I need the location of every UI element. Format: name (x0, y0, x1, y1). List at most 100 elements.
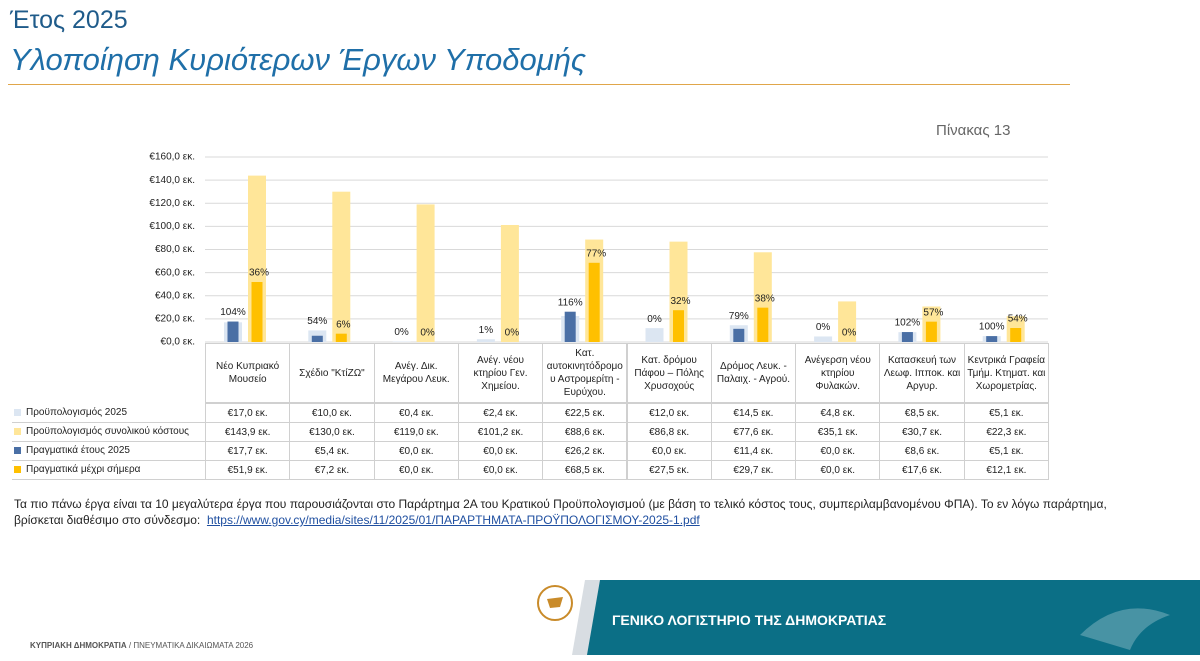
legend-label: Προϋπολογισμός 2025 (26, 407, 128, 418)
legend-entry: Προϋπολογισμός 2025 (12, 403, 205, 423)
value-label: €0,0 εκ. (795, 460, 881, 480)
bar (1010, 328, 1022, 342)
value-label: €119,0 εκ. (373, 422, 459, 442)
value-label: €35,1 εκ. (795, 422, 881, 442)
y-tick-label: €60,0 εκ. (155, 267, 195, 278)
value-label: €101,2 εκ. (457, 422, 544, 442)
value-label: €130,0 εκ. (289, 422, 375, 442)
value-label: €26,2 εκ. (542, 441, 628, 461)
value-label: €5,1 εκ. (963, 441, 1049, 461)
title: Υλοποίηση Κυριότερων Έργων Υποδομής (10, 42, 587, 77)
value-label: €11,4 εκ. (710, 441, 797, 461)
value-label: €17,6 εκ. (879, 460, 965, 480)
y-tick-label: €140,0 εκ. (149, 175, 195, 186)
bar (814, 336, 833, 342)
legend-entry: Πραγματικά μέχρι σήμερα (12, 460, 205, 480)
value-label: €14,5 εκ. (710, 403, 797, 423)
category-label: Νέο Κυπριακό Μουσείο (205, 343, 291, 403)
ratio-label: 100% (979, 322, 1005, 333)
category-label: Κατασκευή των Λεωφ. Ιπποκ. και Αργυρ. (879, 343, 965, 403)
value-label: €7,2 εκ. (289, 460, 375, 480)
category-label: Κατ. αυτοκινητόδρομου Αστρομερίτη - Ευρύ… (542, 343, 628, 403)
value-label: €22,5 εκ. (542, 403, 628, 423)
y-tick-label: €100,0 εκ. (149, 221, 195, 232)
ratio-label: 77% (586, 248, 606, 259)
ratio-label: 0% (505, 328, 520, 339)
table-number: Πίνακας 13 (936, 122, 1011, 139)
ratio-label: 6% (336, 319, 351, 330)
category-label: Ανέγ. νέου κτηρίου Γεν. Χημείου. (457, 343, 544, 403)
note: Τα πιο πάνω έργα είναι τα 10 μεγαλύτερα … (14, 496, 1144, 528)
banner (585, 580, 1200, 655)
value-label: €22,3 εκ. (963, 422, 1049, 442)
bar (925, 321, 937, 342)
value-label: €5,4 εκ. (289, 441, 375, 461)
value-label: €86,8 εκ. (626, 422, 712, 442)
y-tick-label: €120,0 εκ. (149, 198, 195, 209)
y-tick-label: €160,0 εκ. (149, 152, 195, 163)
note-text: Τα πιο πάνω έργα είναι τα 10 μεγαλύτερα … (14, 497, 1107, 527)
rights: / ΠΝΕΥΜΑΤΙΚΑ ΔΙΚΑΙΩΜΑΤΑ 2026 (128, 641, 254, 650)
chart: €0,0 εκ. €20,0 εκ. €40,0 εκ. €60,0 εκ. €80,0… (149, 152, 1048, 348)
y-tick-label: €0,0 εκ. (161, 337, 195, 348)
legend-entry: Προϋπολογισμός συνολικού κόστους (12, 422, 205, 442)
value-label: €29,7 εκ. (710, 460, 797, 480)
value-label: €0,0 εκ. (373, 441, 459, 461)
legend-label: Πραγματικά μέχρι σήμερα (26, 464, 141, 475)
ratio-label: 57% (923, 307, 943, 318)
bar (838, 301, 857, 342)
banner-text: ΓΕΝΙΚΟ ΛΟΓΙΣΤΗΡΙΟ ΤΗΣ ΔΗΜΟΚΡΑΤΙΑΣ (612, 612, 887, 628)
value-label: €0,4 εκ. (373, 403, 459, 423)
category-label: Ανέγ. Δικ. Μεγάρου Λευκ. (373, 343, 459, 403)
value-label: €10,0 εκ. (289, 403, 375, 423)
value-label: €88,6 εκ. (542, 422, 628, 442)
bar (335, 333, 347, 342)
legend-label: Πραγματικά έτους 2025 (26, 445, 130, 456)
value-label: €27,5 εκ. (626, 460, 712, 480)
emblem (537, 585, 573, 621)
legend-swatch (14, 447, 21, 454)
year: Έτος 2025 (10, 6, 128, 34)
bar (733, 328, 745, 342)
footer-graphics (537, 580, 1200, 655)
legend-swatch (14, 428, 21, 435)
bar (332, 191, 351, 342)
title-rule (8, 84, 1070, 85)
value-label: €77,6 εκ. (710, 422, 797, 442)
bar (500, 224, 519, 342)
legend-swatch (14, 409, 21, 416)
y-tick-label: €80,0 εκ. (155, 244, 195, 255)
ratio-label: 116% (558, 297, 583, 308)
bar (476, 339, 495, 342)
value-label: €0,0 εκ. (457, 460, 544, 480)
value-label: €0,0 εκ. (457, 441, 544, 461)
bar (251, 281, 263, 342)
value-label: €5,1 εκ. (963, 403, 1049, 423)
value-label: €17,0 εκ. (205, 403, 291, 423)
bar (311, 335, 323, 342)
ratio-label: 1% (479, 325, 494, 336)
ratio-label: 0% (420, 328, 435, 339)
ratio-label: 36% (249, 268, 269, 279)
bar (227, 321, 239, 342)
legend-entry: Πραγματικά έτους 2025 (12, 441, 205, 461)
value-label: €2,4 εκ. (457, 403, 544, 423)
category-label: Ανέγερση νέου κτηρίου Φυλακών. (795, 343, 881, 403)
ratio-label: 54% (1008, 314, 1028, 325)
value-label: €51,9 εκ. (205, 460, 291, 480)
bar (673, 310, 684, 342)
org: ΚΥΠΡΙΑΚΗ ΔΗΜΟΚΡΑΤΙΑ (30, 641, 127, 650)
y-tick-label: €20,0 εκ. (155, 314, 195, 325)
ratio-label: 0% (647, 314, 662, 325)
ratio-label: 54% (307, 316, 327, 327)
bar (757, 307, 769, 342)
bar (588, 262, 600, 342)
bar (564, 311, 576, 342)
ratio-label: 79% (729, 311, 749, 322)
bar (986, 336, 998, 342)
banner-edge (572, 580, 600, 655)
ratio-label: 38% (755, 293, 775, 304)
link[interactable]: https://www.gov.cy/media/sites/11/2025/0… (206, 513, 700, 527)
legend-swatch (14, 466, 21, 473)
value-label: €143,9 εκ. (205, 422, 291, 442)
